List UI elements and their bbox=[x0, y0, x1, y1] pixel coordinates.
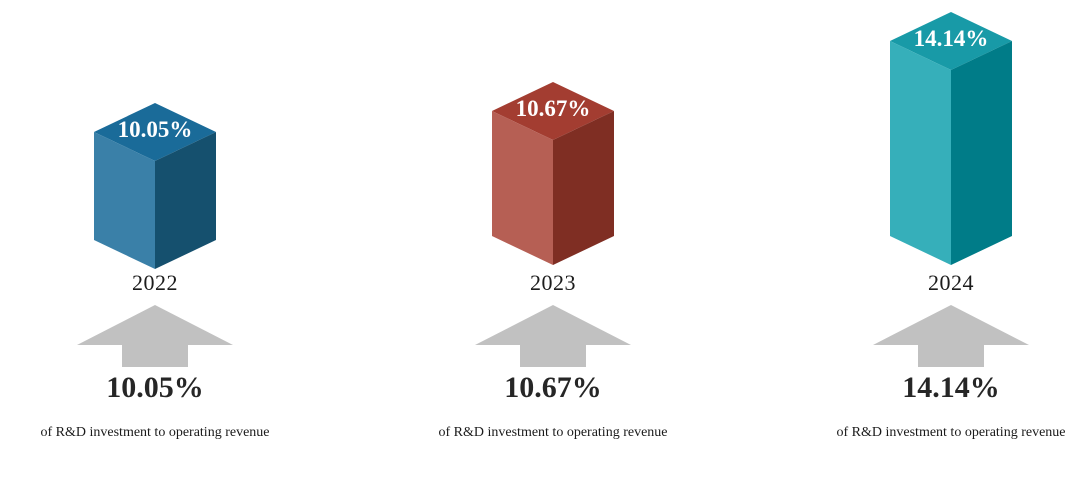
percentage-label: 10.67% bbox=[504, 371, 602, 404]
bar-value-label: 14.14% bbox=[914, 26, 989, 51]
bar-group-2023: 10.67% 2023 10.67% of R&D investment to … bbox=[413, 0, 693, 490]
bar-left-face bbox=[94, 132, 155, 269]
description-text: of R&D investment to operating revenue bbox=[40, 425, 270, 440]
bar-left-face bbox=[890, 41, 951, 265]
bar-group-2024: 14.14% 2024 14.14% of R&D investment to … bbox=[811, 0, 1079, 490]
description-text: of R&D investment to operating revenue bbox=[438, 425, 668, 440]
up-arrow-icon bbox=[873, 305, 1029, 367]
year-label: 2024 bbox=[928, 270, 974, 295]
bar-right-face bbox=[951, 41, 1012, 265]
up-arrow-shape bbox=[475, 305, 631, 367]
percentage-label: 14.14% bbox=[902, 371, 1000, 404]
up-arrow-icon bbox=[77, 305, 233, 367]
bar-group-2022: 10.05% 2022 10.05% of R&D investment to … bbox=[15, 0, 295, 490]
bar-3d-2022: 10.05% bbox=[94, 103, 216, 269]
bar-value-label: 10.05% bbox=[118, 117, 193, 142]
bar-right-face bbox=[553, 111, 614, 265]
bar-left-face bbox=[492, 111, 553, 265]
up-arrow-shape bbox=[77, 305, 233, 367]
bar-right-face bbox=[155, 132, 216, 269]
description-text: of R&D investment to operating revenue bbox=[836, 425, 1066, 440]
year-label: 2022 bbox=[132, 270, 178, 295]
bar-value-label: 10.67% bbox=[516, 96, 591, 121]
bar-3d-2023: 10.67% bbox=[492, 82, 614, 265]
up-arrow-shape bbox=[873, 305, 1029, 367]
year-label: 2023 bbox=[530, 270, 576, 295]
up-arrow-icon bbox=[475, 305, 631, 367]
percentage-label: 10.05% bbox=[106, 371, 204, 404]
bar-3d-2024: 14.14% bbox=[890, 12, 1012, 265]
